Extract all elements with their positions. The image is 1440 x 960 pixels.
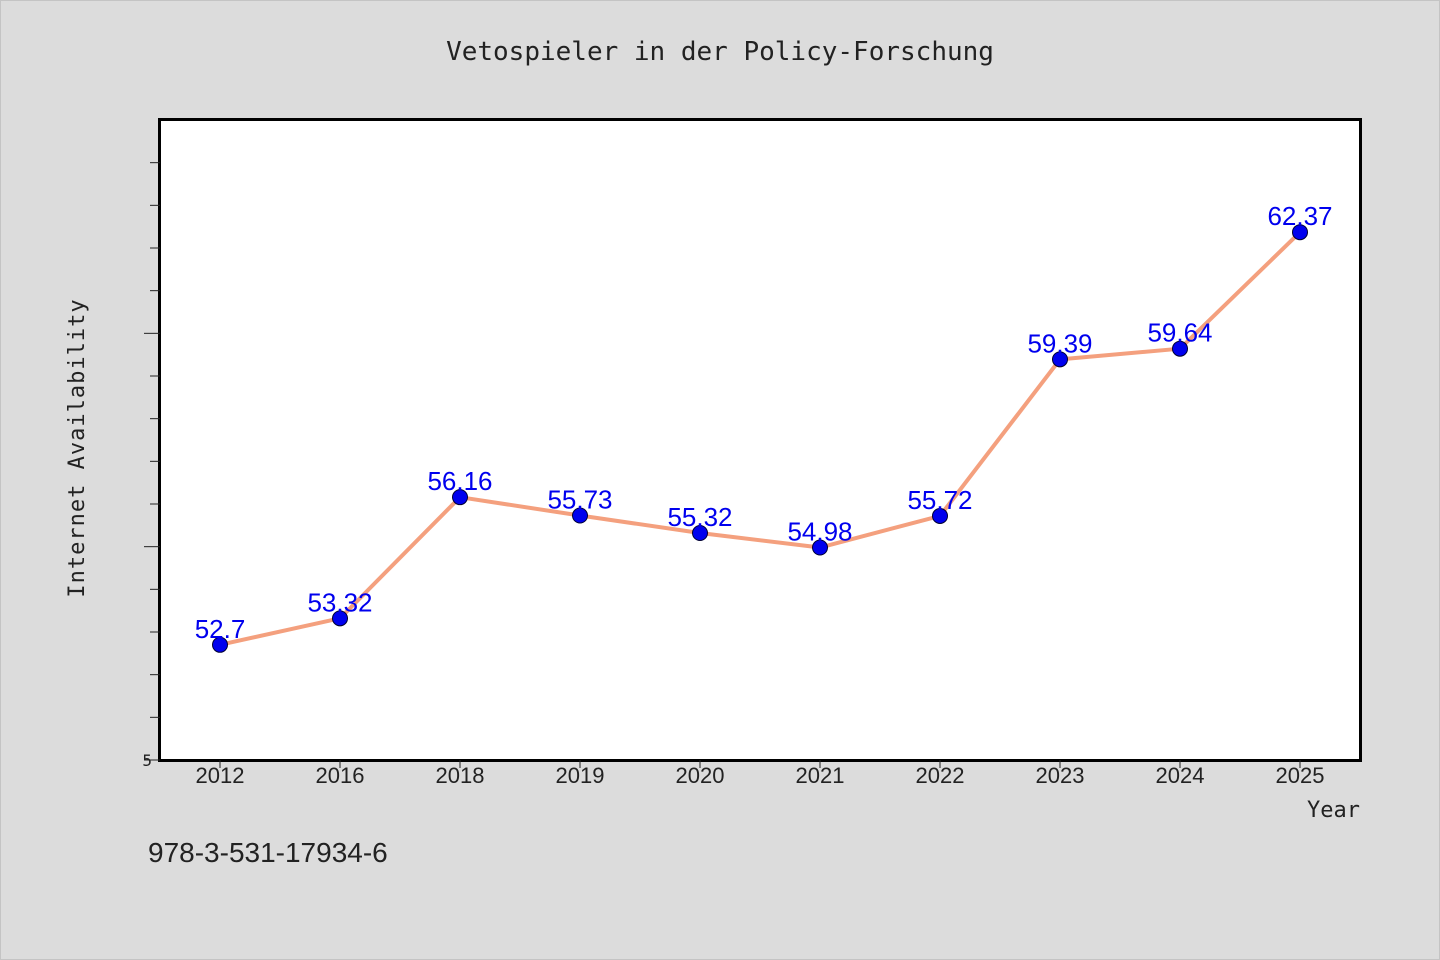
data-label: 59.39	[1027, 328, 1092, 358]
isbn-footer: 978-3-531-17934-6	[148, 837, 388, 868]
data-label: 62.37	[1267, 201, 1332, 231]
data-point	[452, 489, 468, 506]
data-label: 55.72	[907, 485, 972, 515]
x-tick-label: 2020	[676, 763, 725, 788]
data-points	[212, 224, 1308, 653]
data-label: 54.98	[787, 517, 852, 547]
data-point	[572, 507, 588, 524]
y-axis-label: Internet Availability	[65, 298, 90, 597]
x-tick-label: 2024	[1156, 763, 1205, 788]
x-tick-label: 2023	[1036, 763, 1085, 788]
data-point	[1172, 340, 1188, 357]
x-tick-label: 2018	[436, 763, 485, 788]
data-point	[692, 525, 708, 542]
x-tick-label: 2012	[196, 763, 245, 788]
data-point	[332, 610, 348, 627]
series-line	[219, 230, 1302, 647]
x-axis-label: Year	[1307, 798, 1360, 823]
plot-area	[158, 118, 1362, 762]
data-label: 56.16	[427, 466, 492, 496]
x-tick-label: 2025	[1276, 763, 1325, 788]
x-axis: 2012 2016 2018 2019 2020 2021 2022 2023 2024 2025	[196, 760, 1325, 788]
data-label: 53.32	[307, 587, 372, 617]
x-tick-label: 2021	[796, 763, 845, 788]
y-axis: 5	[142, 162, 160, 770]
data-point	[932, 507, 948, 524]
y-tick-label: 5	[142, 751, 152, 770]
x-tick-label: 2019	[556, 763, 605, 788]
data-point	[1052, 351, 1068, 368]
data-point	[212, 636, 228, 653]
data-point	[812, 539, 828, 556]
data-label: 59.64	[1147, 318, 1212, 348]
data-labels: 52.7 53.32 56.16 55.73 55.32 54.98 55.72 59.39 5…	[195, 201, 1333, 644]
data-point	[1292, 224, 1308, 241]
x-tick-label: 2016	[316, 763, 365, 788]
data-label: 55.73	[547, 485, 612, 515]
data-label: 55.32	[667, 502, 732, 532]
x-tick-label: 2022	[916, 763, 965, 788]
data-label: 52.7	[195, 614, 246, 644]
chart-title: Vetospieler in der Policy-Forschung	[446, 37, 994, 67]
